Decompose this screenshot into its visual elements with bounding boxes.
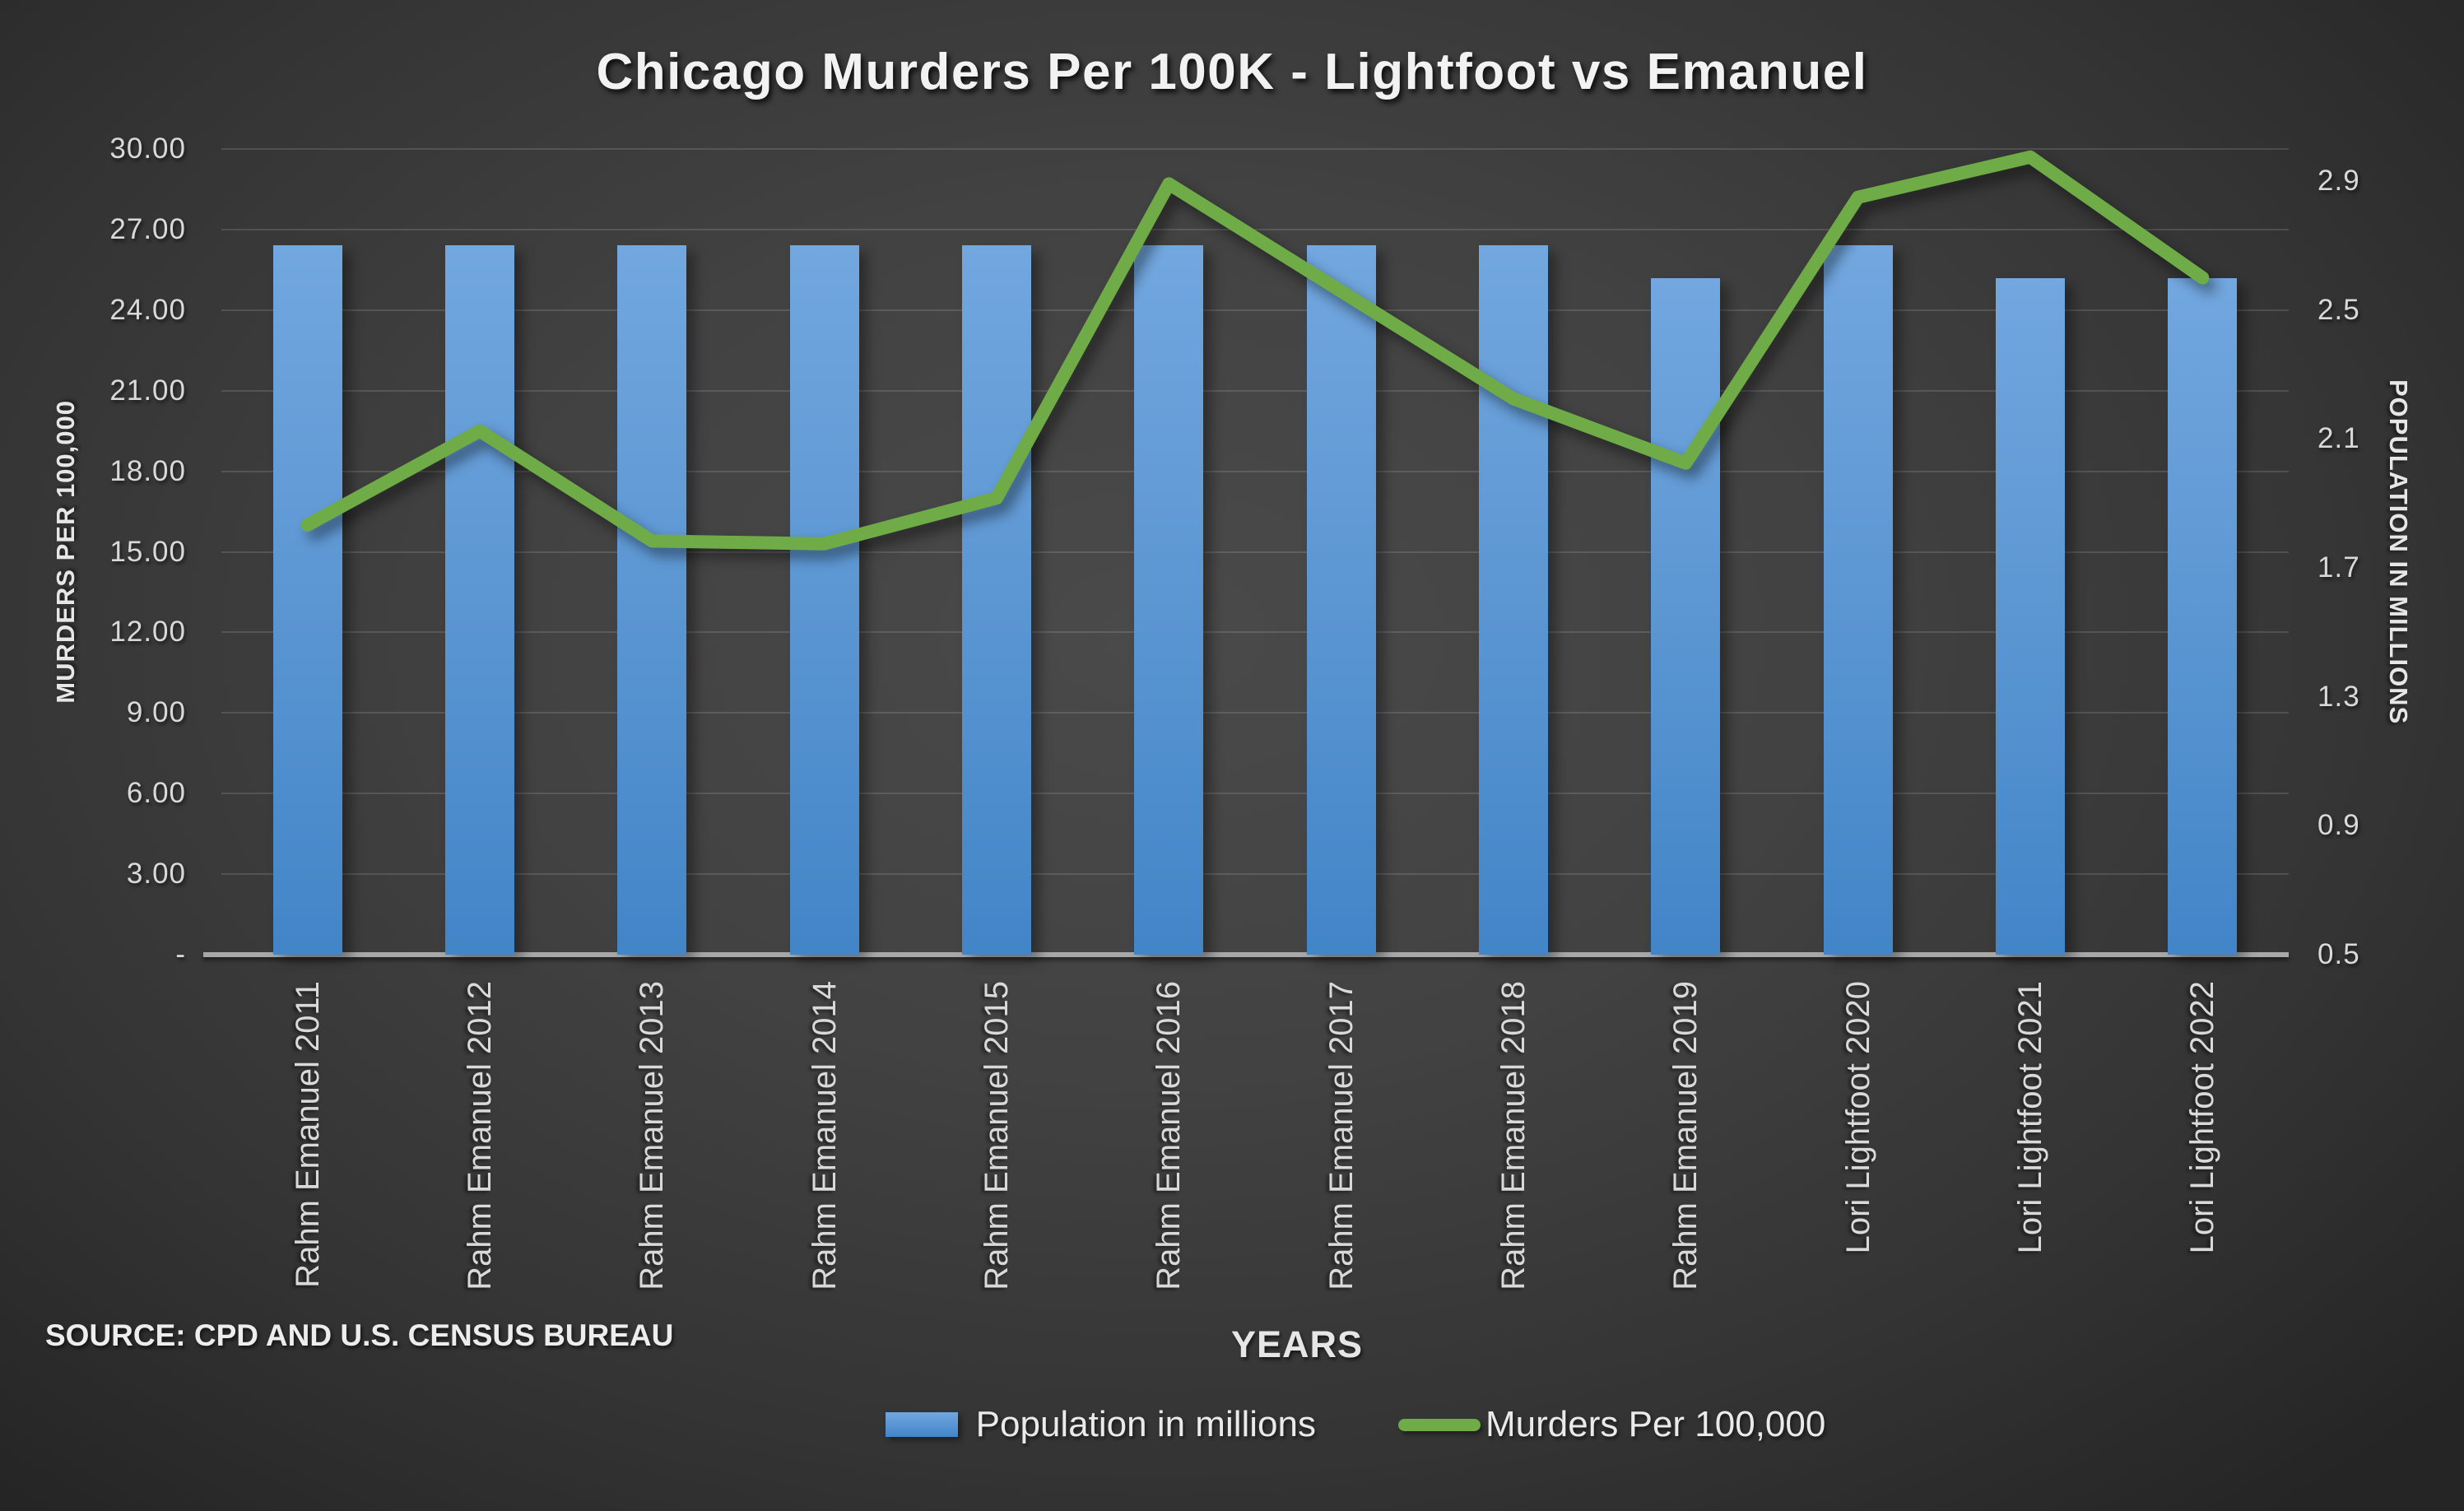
population-bar — [962, 245, 1031, 955]
right-axis-title-wrap: POPULATION IN MILLIONS — [2383, 149, 2413, 955]
population-bar — [1996, 277, 2065, 955]
right-axis-tick-label: 2.5 — [2318, 293, 2360, 326]
gridline — [221, 793, 2289, 795]
gridline — [221, 389, 2289, 392]
right-axis-tick-label: 2.1 — [2318, 422, 2360, 455]
line-series-swatch-icon — [1398, 1418, 1481, 1431]
x-axis-category-label: Rahm Emanuel 2012 — [462, 981, 498, 1290]
right-axis-tick-label: 2.9 — [2318, 165, 2360, 198]
population-bar — [617, 245, 687, 955]
left-axis-tick-label: 3.00 — [126, 858, 186, 890]
right-axis-title: POPULATION IN MILLIONS — [2384, 379, 2413, 725]
x-axis-category-label: Lori Lightfoot 2022 — [2184, 981, 2221, 1254]
x-axis-category-label: Rahm Emanuel 2014 — [806, 981, 843, 1290]
gridline — [221, 712, 2289, 714]
gridline — [221, 470, 2289, 472]
legend: Population in millions Murders Per 100,0… — [247, 1404, 2464, 1445]
population-bar — [445, 245, 514, 955]
left-axis-tick-label: 12.00 — [109, 616, 186, 649]
population-bar — [1479, 245, 1548, 955]
population-bar — [272, 245, 342, 955]
right-axis-tick-label: 0.9 — [2318, 809, 2360, 842]
population-bar — [789, 245, 859, 955]
x-axis-category-label: Rahm Emanuel 2015 — [979, 981, 1015, 1290]
left-axis-tick-label: 9.00 — [126, 696, 186, 729]
population-bar — [1306, 245, 1376, 955]
x-axis-category-label: Rahm Emanuel 2016 — [1151, 981, 1188, 1290]
x-axis-line — [203, 952, 2289, 957]
legend-item-murders: Murders Per 100,000 — [1398, 1404, 1825, 1445]
population-bar — [1134, 245, 1204, 955]
legend-item-population: Population in millions — [885, 1404, 1316, 1445]
left-axis-tick-label: 6.00 — [126, 777, 186, 810]
murders-line — [300, 150, 2210, 551]
left-axis-tick-label: 30.00 — [109, 133, 186, 165]
gridline — [221, 148, 2289, 150]
source-note: SOURCE: CPD AND U.S. CENSUS BUREAU — [45, 1318, 674, 1352]
right-axis-tick-label: 1.3 — [2318, 680, 2360, 713]
murders-line-layer — [300, 150, 2210, 551]
plot-area — [203, 148, 2289, 957]
x-axis-category-label: Lori Lightfoot 2020 — [1839, 981, 1876, 1254]
left-axis-tick-label: - — [175, 938, 186, 970]
x-axis-category-label: Rahm Emanuel 2017 — [1323, 981, 1360, 1290]
x-axis-category-label: Rahm Emanuel 2011 — [289, 981, 326, 1288]
left-axis-tick-label: 21.00 — [109, 374, 186, 407]
right-axis-tick-label: 0.5 — [2318, 938, 2360, 970]
population-bar — [1651, 277, 1721, 955]
legend-label-murders: Murders Per 100,000 — [1485, 1404, 1826, 1444]
bar-series-swatch-icon — [885, 1412, 958, 1437]
gridline — [221, 228, 2289, 230]
chart-title: Chicago Murders Per 100K - Lightfoot vs … — [596, 44, 1868, 100]
gridline — [221, 551, 2289, 553]
legend-label-population: Population in millions — [975, 1404, 1316, 1444]
right-axis-tick-label: 1.7 — [2318, 551, 2360, 584]
gridline — [221, 309, 2289, 311]
x-axis-category-label: Rahm Emanuel 2019 — [1667, 981, 1704, 1290]
x-axis-category-label: Rahm Emanuel 2013 — [634, 981, 671, 1290]
left-axis-tick-label: 15.00 — [109, 535, 186, 568]
population-bar — [1823, 245, 1893, 955]
gridline — [221, 873, 2289, 876]
x-axis-category-label: Lori Lightfoot 2021 — [2012, 981, 2048, 1254]
gridline — [221, 631, 2289, 634]
x-axis-title: YEARS — [1230, 1323, 1364, 1365]
x-axis-category-label: Rahm Emanuel 2018 — [1495, 981, 1532, 1290]
left-axis-tick-label: 24.00 — [109, 293, 186, 326]
left-axis-tick-label: 27.00 — [109, 212, 186, 245]
population-bar — [2168, 277, 2238, 955]
left-axis-tick-label: 18.00 — [109, 454, 186, 487]
